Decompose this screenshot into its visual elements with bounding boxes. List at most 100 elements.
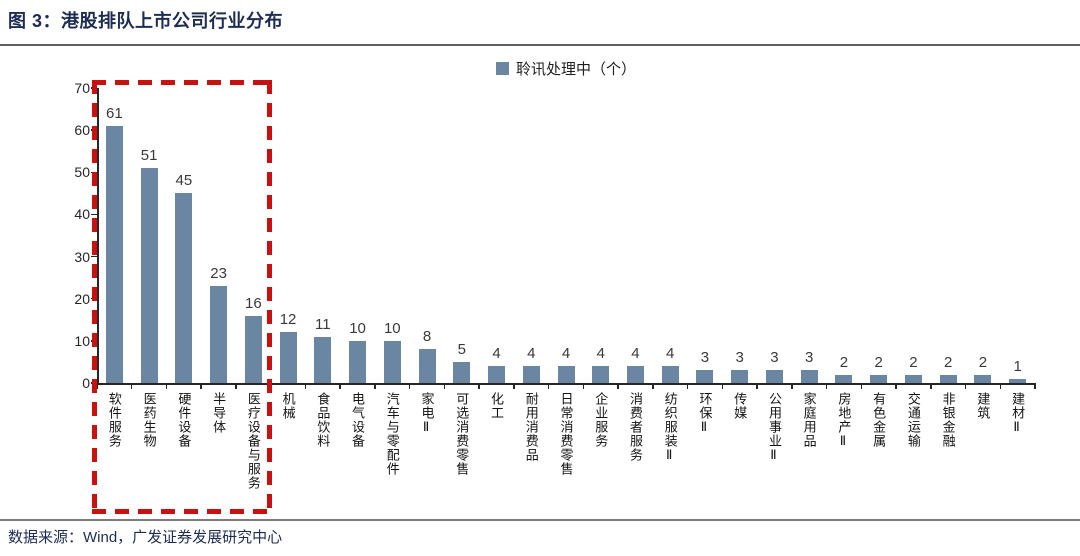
y-axis-tick-label: 20 bbox=[74, 290, 90, 307]
bar bbox=[939, 374, 957, 383]
x-axis-category-label: 建筑 bbox=[975, 392, 991, 420]
bar bbox=[974, 374, 992, 383]
bar bbox=[314, 336, 332, 383]
bar bbox=[210, 286, 228, 383]
bar-value-label: 3 bbox=[805, 349, 814, 367]
bar-value-label: 45 bbox=[175, 172, 193, 190]
x-tick-mark bbox=[930, 383, 932, 389]
x-tick-mark bbox=[165, 383, 168, 389]
y-axis-tick-label: 40 bbox=[74, 206, 90, 223]
x-axis-category-label: 有色金属 bbox=[871, 392, 887, 448]
y-tick-mark bbox=[91, 340, 97, 342]
legend-label: 聆讯处理中（个） bbox=[516, 61, 637, 78]
bar-value-label: 3 bbox=[700, 349, 710, 367]
bar-value-label: 10 bbox=[383, 319, 401, 337]
x-tick-mark bbox=[860, 383, 863, 389]
y-axis-tick-label: 10 bbox=[74, 332, 90, 349]
bar bbox=[765, 370, 783, 383]
x-tick-mark bbox=[130, 383, 133, 389]
x-axis-category-label: 交通运输 bbox=[905, 392, 921, 448]
x-tick-mark bbox=[269, 383, 272, 389]
bar-value-label: 5 bbox=[457, 340, 466, 358]
bottom-divider bbox=[0, 519, 1080, 521]
x-axis-category-label: 机械 bbox=[280, 392, 296, 420]
bar bbox=[592, 366, 610, 383]
x-axis-category-label: 可选消费零售 bbox=[454, 392, 470, 476]
y-axis-tick-label: 30 bbox=[74, 248, 90, 265]
top-divider bbox=[0, 44, 1080, 46]
bar bbox=[870, 374, 888, 383]
x-tick-mark bbox=[235, 383, 237, 389]
x-tick-mark bbox=[895, 383, 897, 389]
x-tick-mark bbox=[374, 383, 376, 389]
data-source-note: 数据来源：Wind，广发证券发展研究中心 bbox=[8, 529, 283, 546]
x-tick-mark bbox=[686, 383, 689, 389]
bar-value-label: 23 bbox=[210, 265, 227, 283]
x-axis-category-label: 软件服务 bbox=[106, 392, 122, 448]
y-tick-mark bbox=[91, 87, 97, 89]
x-axis-category-label: 化工 bbox=[489, 392, 505, 420]
bar-value-label: 1 bbox=[1013, 357, 1022, 375]
bar bbox=[244, 315, 262, 383]
x-axis-category-label: 企业服务 bbox=[593, 392, 609, 448]
bar-value-label: 4 bbox=[527, 345, 536, 363]
bar-value-label: 2 bbox=[943, 353, 953, 371]
bar-value-label: 3 bbox=[770, 349, 779, 367]
x-axis-category-label: 医药生物 bbox=[141, 392, 157, 448]
bar-value-label: 4 bbox=[596, 345, 605, 363]
x-tick-mark bbox=[617, 383, 619, 389]
bar bbox=[661, 366, 679, 383]
x-tick-mark bbox=[999, 383, 1001, 389]
y-tick-mark bbox=[91, 213, 97, 216]
x-tick-mark bbox=[964, 383, 967, 389]
figure-title: 图 3：港股排队上市公司行业分布 bbox=[8, 11, 284, 31]
bar-value-label: 4 bbox=[561, 345, 571, 363]
x-axis-category-label: 食品饮料 bbox=[315, 392, 331, 448]
x-axis-category-label: 医疗设备与服务 bbox=[245, 392, 261, 490]
x-tick-mark bbox=[96, 383, 98, 389]
bar bbox=[140, 168, 158, 383]
x-tick-mark bbox=[1034, 383, 1036, 389]
bar-value-label: 61 bbox=[106, 104, 123, 122]
y-axis-tick-label: 60 bbox=[74, 122, 90, 139]
y-axis-tick-label: 50 bbox=[74, 164, 90, 181]
bar-value-label: 4 bbox=[631, 345, 640, 363]
bar-value-label: 4 bbox=[666, 345, 675, 363]
x-axis-category-label: 家庭用品 bbox=[801, 392, 817, 448]
bar bbox=[731, 370, 749, 383]
y-axis-tick-label: 0 bbox=[82, 375, 90, 391]
x-axis-category-label: 公用事业Ⅱ bbox=[766, 392, 782, 464]
y-tick-mark bbox=[91, 255, 97, 258]
x-axis-category-label: 日常消费零售 bbox=[558, 392, 574, 476]
bar bbox=[175, 193, 193, 383]
x-axis-category-label: 耐用消费品 bbox=[523, 392, 539, 462]
highlight-box-bottom-edge bbox=[92, 509, 272, 514]
bar bbox=[418, 349, 436, 383]
bar bbox=[105, 125, 123, 383]
y-tick-mark bbox=[91, 297, 97, 300]
y-tick-mark bbox=[91, 129, 97, 131]
bar bbox=[904, 374, 922, 383]
highlight-box-top-edge bbox=[92, 80, 272, 85]
y-tick-mark bbox=[91, 171, 97, 174]
bar bbox=[1009, 378, 1027, 383]
x-tick-mark bbox=[582, 383, 585, 389]
x-axis-category-label: 传媒 bbox=[732, 392, 748, 420]
legend-swatch-icon bbox=[496, 62, 509, 75]
x-axis-category-label: 非银金融 bbox=[940, 392, 956, 448]
x-axis-category-label: 电气设备 bbox=[350, 392, 366, 448]
bar bbox=[453, 361, 471, 383]
x-axis-category-label: 房地产Ⅱ bbox=[836, 392, 852, 450]
x-axis-category-label: 半导体 bbox=[211, 392, 227, 434]
bar bbox=[488, 366, 506, 383]
x-tick-mark bbox=[339, 383, 341, 389]
x-axis-category-label: 建材Ⅱ bbox=[1010, 392, 1026, 436]
x-axis-line bbox=[97, 383, 1035, 385]
chart-legend: 聆讯处理中（个） bbox=[496, 58, 636, 79]
x-tick-mark bbox=[721, 383, 724, 389]
x-tick-mark bbox=[652, 383, 654, 389]
x-axis-category-label: 消费者服务 bbox=[627, 392, 643, 462]
y-axis-tick-label: 70 bbox=[74, 80, 90, 96]
